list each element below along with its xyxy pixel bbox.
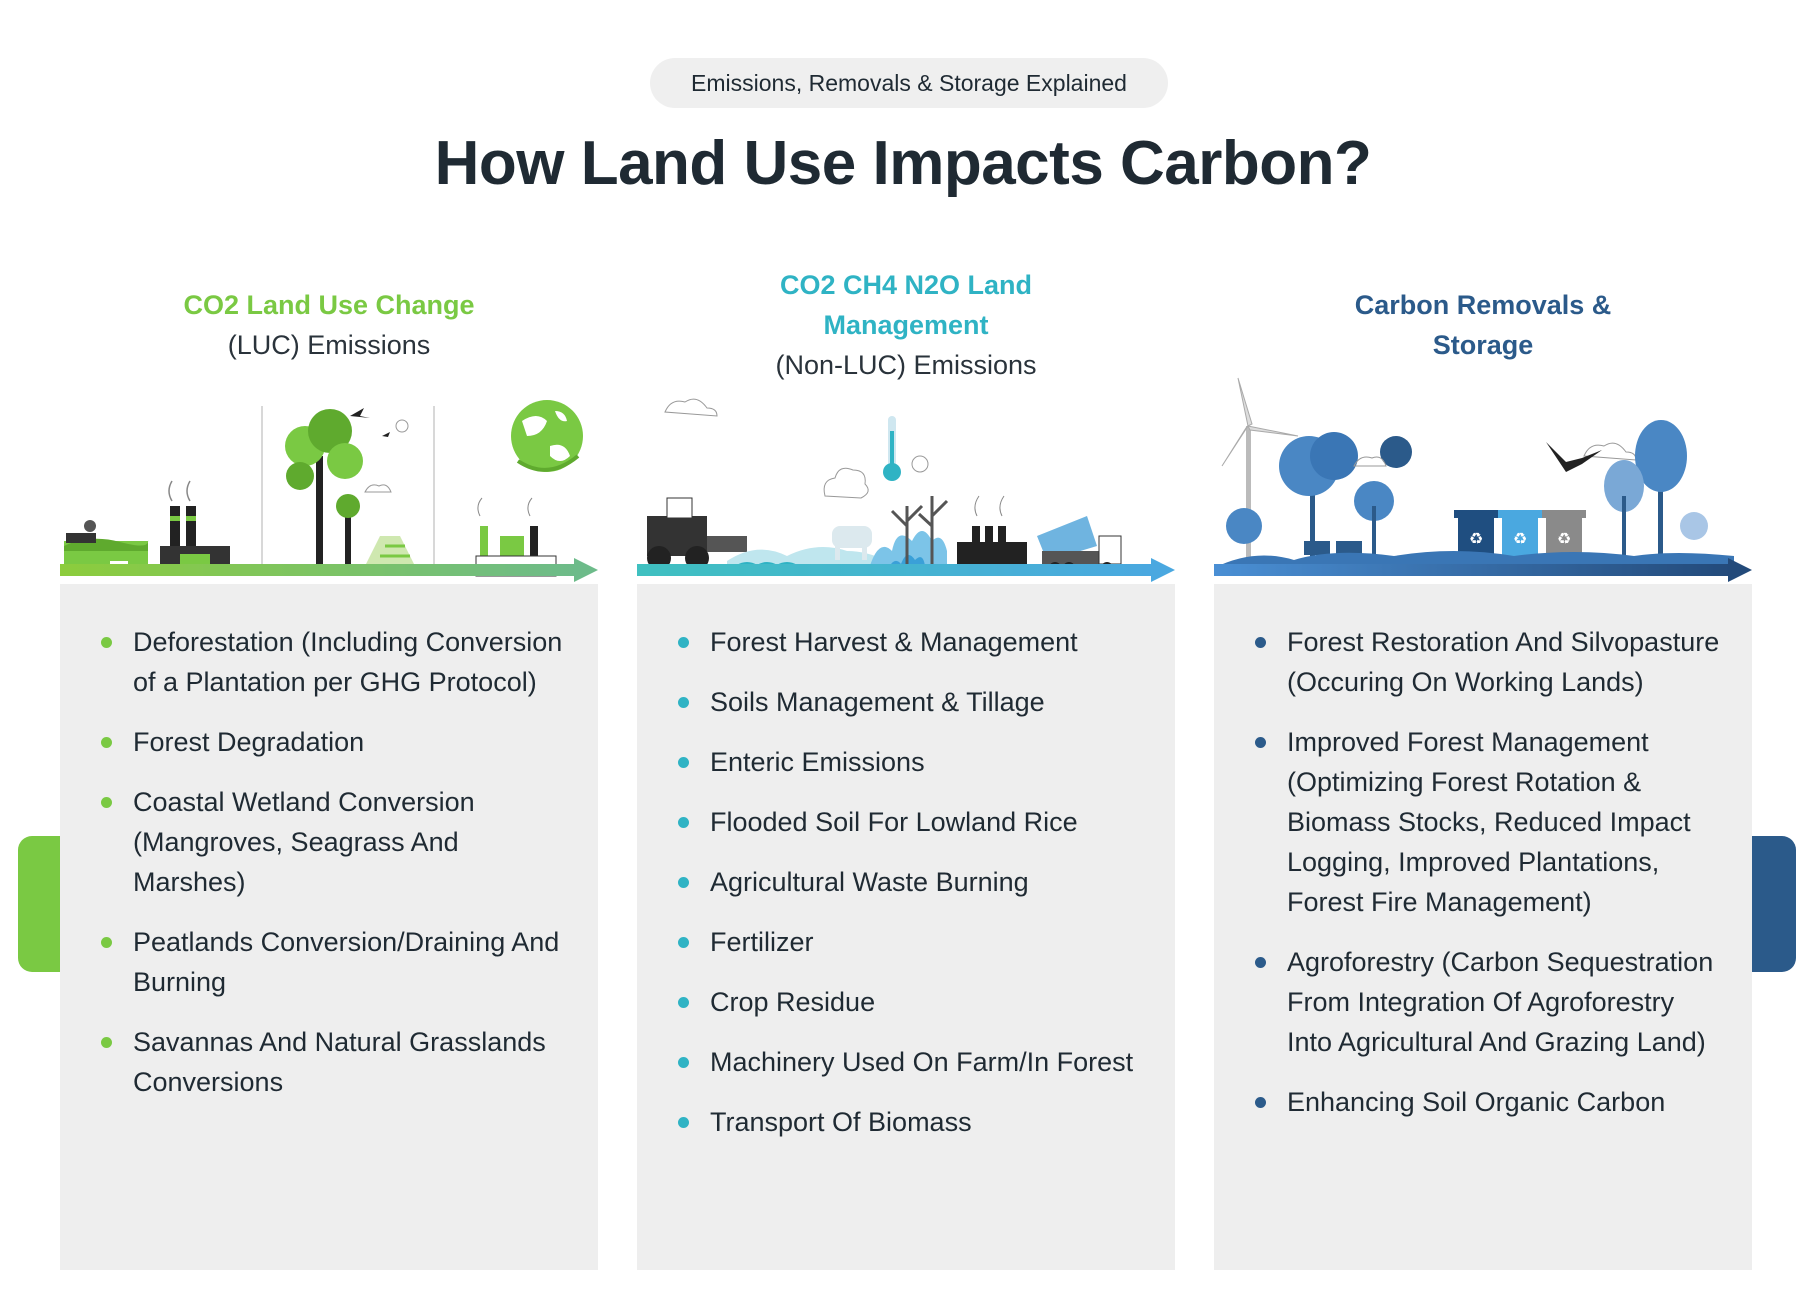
column-non-luc-emissions: CO2 CH4 N2O Land Management (Non-LUC) Em… (637, 0, 1175, 1294)
tree-icon (1226, 432, 1394, 566)
eagle-icon (1546, 442, 1602, 472)
list-item: Savannas And Natural Grasslands Conversi… (60, 1022, 568, 1102)
column-heading-strong: Carbon Removals & Storage (1354, 290, 1612, 360)
list-item: Coastal Wetland Conversion (Mangroves, S… (60, 782, 568, 902)
list-item: Deforestation (Including Conversion of a… (60, 622, 568, 702)
tree-icon (285, 408, 394, 576)
dead-tree-icon (890, 496, 949, 576)
page-title: How Land Use Impacts Carbon? (434, 129, 1372, 198)
svg-text:♻: ♻ (1557, 531, 1571, 548)
sun-icon (395, 419, 409, 433)
column-heading-sub: (Non-LUC) Emissions (775, 350, 1037, 380)
cloud-icon (1353, 456, 1387, 467)
non-luc-illustration (637, 398, 1175, 582)
tree-icon (1604, 420, 1708, 566)
column-heading-sub: (LUC) Emissions (227, 330, 431, 360)
cloud-icon (1583, 442, 1637, 461)
list-item: Transport Of Biomass (637, 1102, 1145, 1142)
luc-emissions-panel: Deforestation (Including Conversion of a… (60, 584, 598, 1270)
list-item: Agricultural Waste Burning (637, 862, 1145, 902)
cloud-icon (664, 398, 718, 417)
list-item: Machinery Used On Farm/In Forest (637, 1042, 1145, 1082)
removals-illustration: ♻ ♻ ♻ (1214, 377, 1752, 582)
left-side-tab[interactable] (18, 836, 64, 972)
cow-icon (832, 526, 872, 560)
svg-text:♻: ♻ (1513, 531, 1527, 548)
factory-icon (160, 480, 230, 576)
removals-storage-list: Forest Restoration And Silvopasture (Occ… (1214, 584, 1752, 1122)
wind-turbine-icon (1221, 377, 1299, 576)
list-item: Peatlands Conversion/Draining And Burnin… (60, 922, 568, 1002)
list-item: Forest Degradation (60, 722, 568, 762)
solar-panel-icon (1304, 541, 1362, 555)
cloud-icon (364, 484, 392, 493)
list-item: Improved Forest Management (Optimizing F… (1214, 722, 1722, 922)
earth-globe-icon (511, 400, 583, 472)
svg-text:♻: ♻ (1469, 531, 1483, 548)
column-heading: CO2 CH4 N2O Land Management (Non-LUC) Em… (637, 265, 1175, 385)
list-item: Flooded Soil For Lowland Rice (637, 802, 1145, 842)
list-item: Enhancing Soil Organic Carbon (1214, 1082, 1722, 1122)
luc-illustration (60, 400, 598, 582)
list-item: Forest Harvest & Management (637, 622, 1145, 662)
list-item: Crop Residue (637, 982, 1145, 1022)
header-pill-label: Emissions, Removals & Storage Explained (691, 69, 1127, 96)
list-item: Forest Restoration And Silvopasture (Occ… (1214, 622, 1722, 702)
list-item: Fertilizer (637, 922, 1145, 962)
right-side-tab[interactable] (1750, 836, 1796, 972)
factory-icon (957, 495, 1027, 572)
list-item: Soils Management & Tillage (637, 682, 1145, 722)
luc-emissions-list: Deforestation (Including Conversion of a… (60, 584, 598, 1102)
list-item: Agroforestry (Carbon Sequestration From … (1214, 942, 1722, 1062)
column-removals-storage: Carbon Removals & Storage (1214, 0, 1752, 1294)
column-heading-strong: CO2 Land Use Change (183, 290, 475, 320)
column-heading-strong: CO2 CH4 N2O Land Management (779, 270, 1033, 340)
cloud-icon (823, 467, 869, 499)
header-pill: Emissions, Removals & Storage Explained (650, 58, 1168, 108)
column-heading: Carbon Removals & Storage (1214, 285, 1752, 365)
column-heading: CO2 Land Use Change (LUC) Emissions (60, 285, 598, 365)
removals-storage-panel: Forest Restoration And Silvopasture (Occ… (1214, 584, 1752, 1270)
list-item: Enteric Emissions (637, 742, 1145, 782)
thermometer-icon (883, 416, 901, 481)
non-luc-emissions-list: Forest Harvest & Management Soils Manage… (637, 584, 1175, 1142)
column-luc-emissions: CO2 Land Use Change (LUC) Emissions (60, 0, 598, 1294)
non-luc-emissions-panel: Forest Harvest & Management Soils Manage… (637, 584, 1175, 1270)
sun-icon (1380, 436, 1412, 468)
